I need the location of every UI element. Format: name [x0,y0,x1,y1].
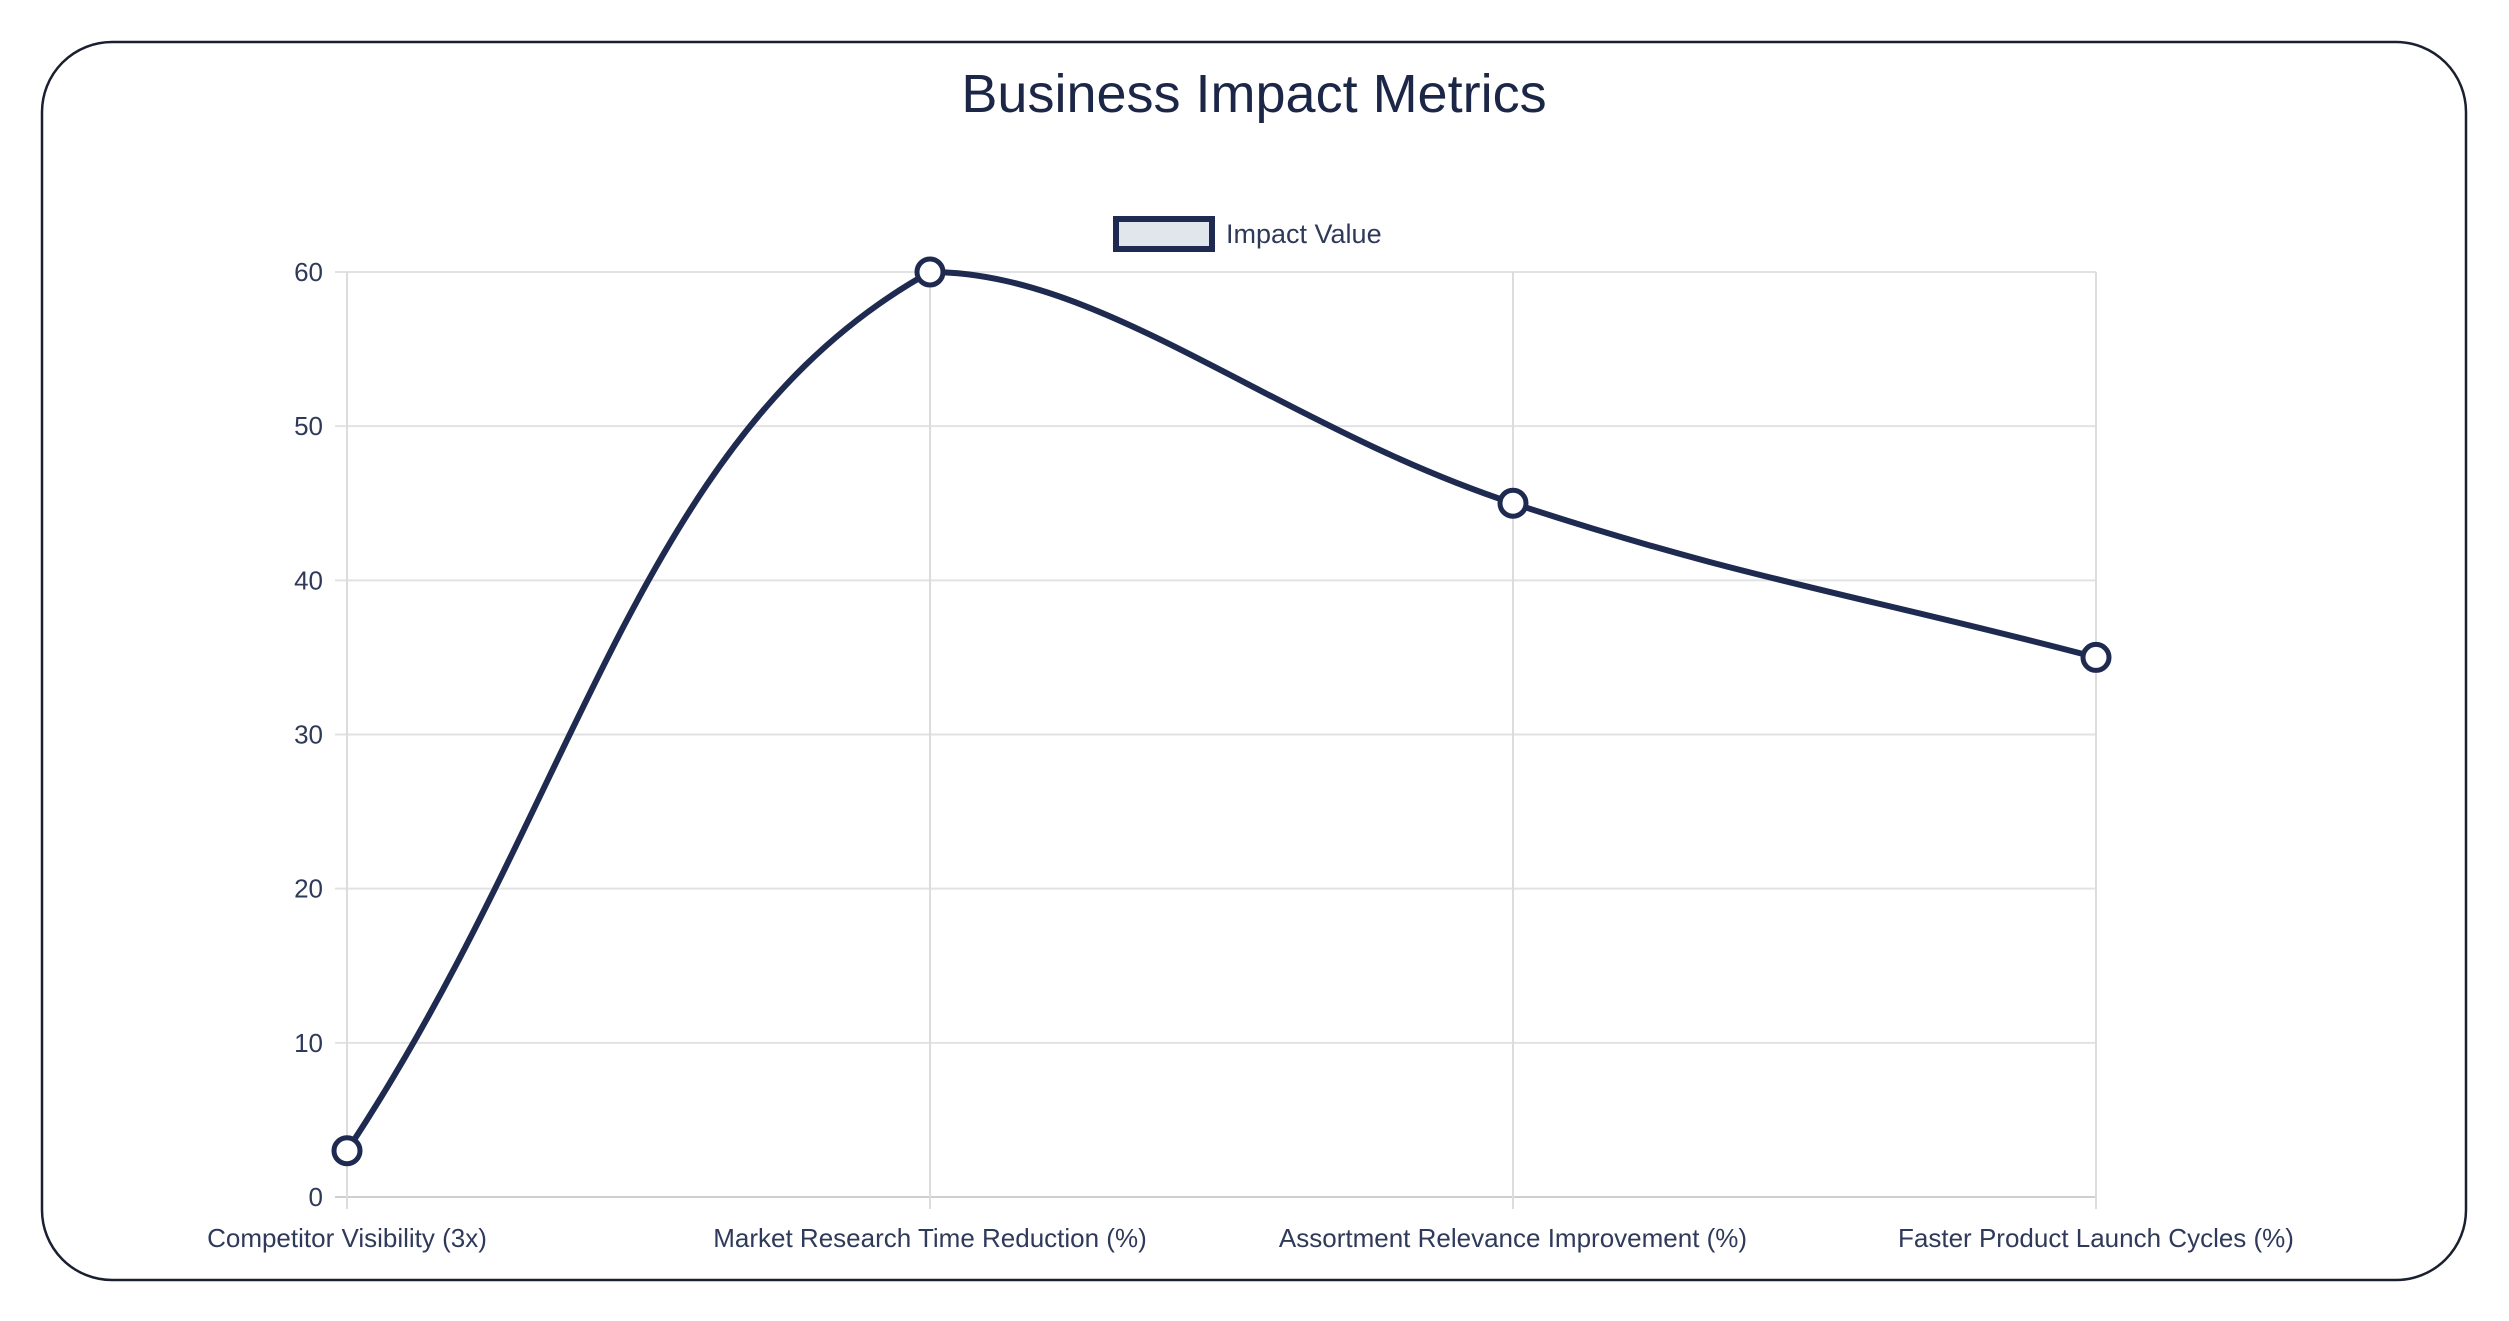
y-tick-label: 50 [294,411,323,441]
x-tick-label: Faster Product Launch Cycles (%) [1898,1223,2294,1253]
legend-swatch [1113,216,1215,252]
chart-frame [40,40,2468,1282]
x-tick-label: Assortment Relevance Improvement (%) [1279,1223,1747,1253]
data-point[interactable] [2080,641,2112,673]
legend-label: Impact Value [1226,219,1382,249]
y-tick-label: 30 [294,720,323,750]
data-point[interactable] [1497,487,1529,519]
chart-title: Business Impact Metrics [961,64,1546,124]
x-tick-label: Competitor Visibility (3x) [207,1223,487,1253]
legend[interactable]: Impact Value [1113,216,1382,252]
y-tick-label: 60 [294,257,323,287]
y-tick-label: 20 [294,874,323,904]
series-line-impact-value [344,268,2097,1153]
y-tick-label: 0 [309,1182,323,1212]
y-tick-label: 40 [294,565,323,595]
y-tick-label: 10 [294,1028,323,1058]
data-point[interactable] [331,1135,363,1167]
x-tick-label: Market Research Time Reduction (%) [713,1223,1146,1253]
data-point[interactable] [914,256,946,288]
